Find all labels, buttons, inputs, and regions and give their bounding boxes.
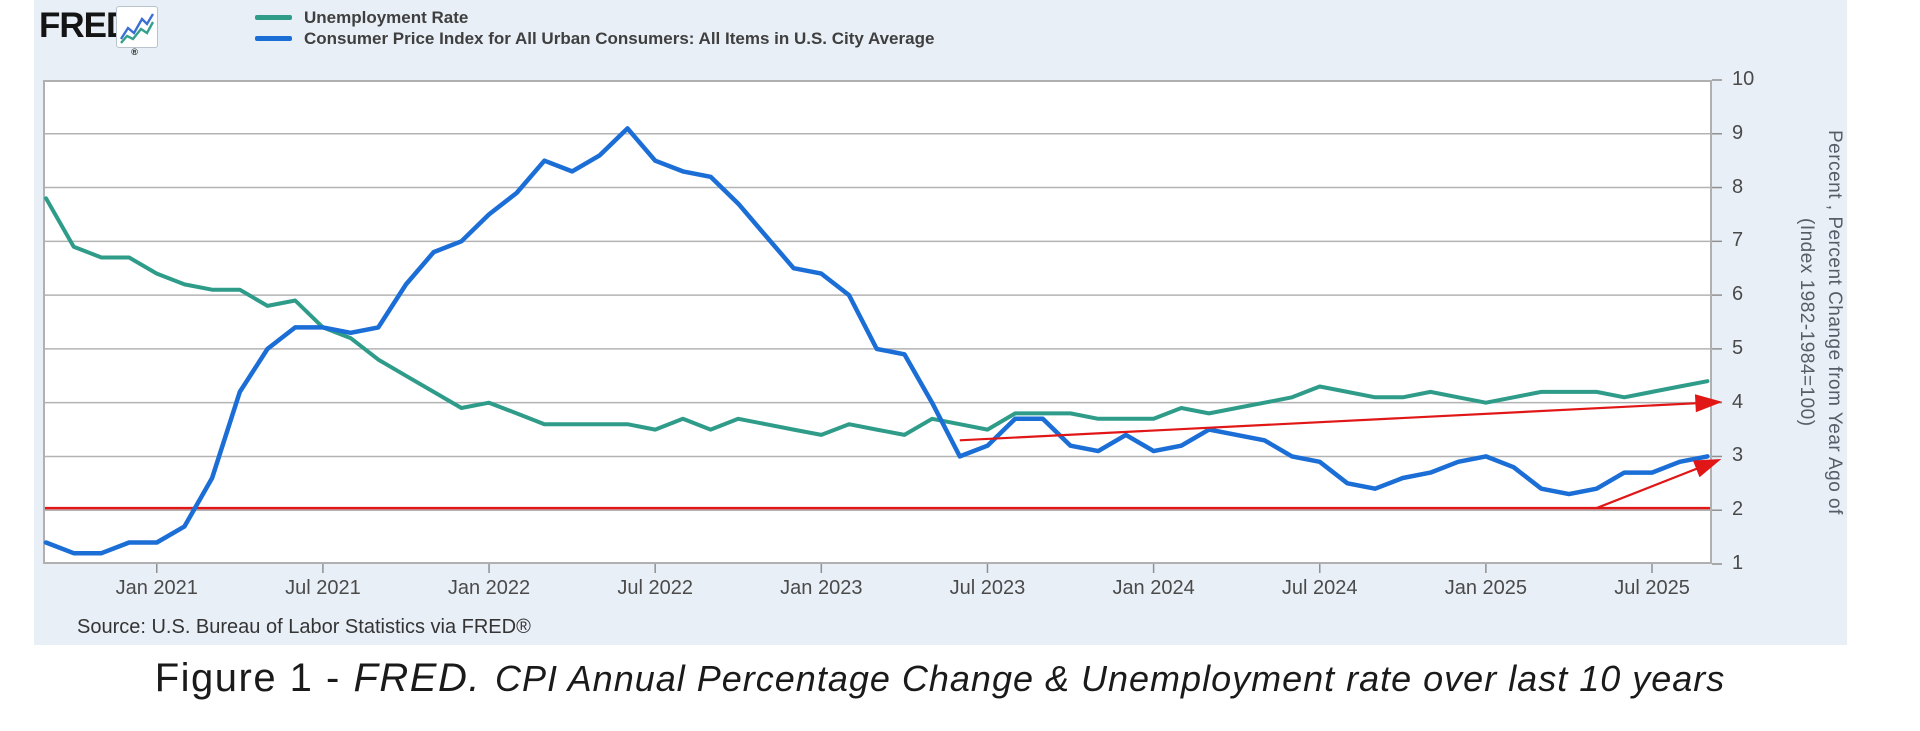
x-tick-label: Jan 2025 <box>1444 577 1528 599</box>
caption-text: CPI Annual Percentage Change & Unemploym… <box>494 658 1726 699</box>
y-axis-title: Percent , Percent Change from Year Ago o… <box>1792 80 1848 564</box>
source-note: Source: U.S. Bureau of Labor Statistics … <box>77 616 531 638</box>
fred-chart-icon <box>116 6 158 48</box>
red-trend-arrowhead <box>1692 459 1722 478</box>
x-tick-label: Jul 2023 <box>949 577 1026 599</box>
figure-caption: Figure 1 - FRED. CPI Annual Percentage Ch… <box>0 656 1880 701</box>
x-tick-label: Jan 2021 <box>115 577 198 599</box>
line-chart-icon <box>119 13 155 44</box>
caption-prefix: Figure 1 - <box>154 656 354 700</box>
x-tick-label: Jul 2022 <box>617 577 693 599</box>
y-tick-label: 7 <box>1732 229 1744 252</box>
y-tick-label: 3 <box>1732 444 1744 467</box>
x-tick-label: Jul 2021 <box>285 577 361 599</box>
x-tick-label: Jan 2024 <box>1112 577 1195 599</box>
x-tick-label: Jul 2025 <box>1614 577 1690 599</box>
y-tick-label: 2 <box>1732 498 1744 521</box>
y-tick-label: 4 <box>1732 390 1744 413</box>
fred-logo: FRED® <box>39 6 138 72</box>
chart-legend: Unemployment Rate Consumer Price Index f… <box>255 7 934 49</box>
y-tick-label: 5 <box>1732 336 1744 359</box>
caption-brand: FRED. <box>353 656 481 700</box>
y-tick-label: 8 <box>1732 175 1744 198</box>
x-tick-label: Jan 2023 <box>780 577 863 599</box>
y-axis-title-line2: (Index 1982-1984=100) <box>1796 217 1817 427</box>
legend-label: Unemployment Rate <box>304 7 469 27</box>
y-tick-label: 9 <box>1732 121 1744 144</box>
red-trend-arrowhead <box>1694 394 1723 413</box>
chart-canvas <box>43 79 1723 573</box>
y-tick-label: 10 <box>1732 68 1755 90</box>
x-tick-label: Jan 2022 <box>447 577 531 599</box>
red-trend-arrow-line <box>959 401 1708 442</box>
legend-item-cpi: Consumer Price Index for All Urban Consu… <box>255 28 934 49</box>
x-tick-label: Jul 2024 <box>1281 577 1358 599</box>
plot-background <box>43 80 1712 564</box>
chart-plot-area: Jan 2021 Jul 2021 Jan 2022 Jul 2022 Jan 2023… <box>43 68 1754 599</box>
legend-item-unemployment: Unemployment Rate <box>255 7 934 28</box>
legend-swatch-blue <box>255 36 292 41</box>
fred-logo-text: FRED <box>39 6 131 45</box>
legend-swatch-green <box>255 15 292 20</box>
y-tick-label: 6 <box>1732 283 1744 306</box>
cpi-line <box>43 126 1710 556</box>
registered-mark: ® <box>131 47 138 57</box>
red-trend-arrow-line <box>1596 463 1708 510</box>
y-tick-label: 1 <box>1732 552 1744 574</box>
fred-chart-widget: FRED® Unemployment Rate Consumer Price I… <box>34 0 1847 645</box>
legend-label: Consumer Price Index for All Urban Consu… <box>304 28 935 48</box>
y-axis-title-line1: Percent , Percent Change from Year Ago o… <box>1824 129 1845 515</box>
